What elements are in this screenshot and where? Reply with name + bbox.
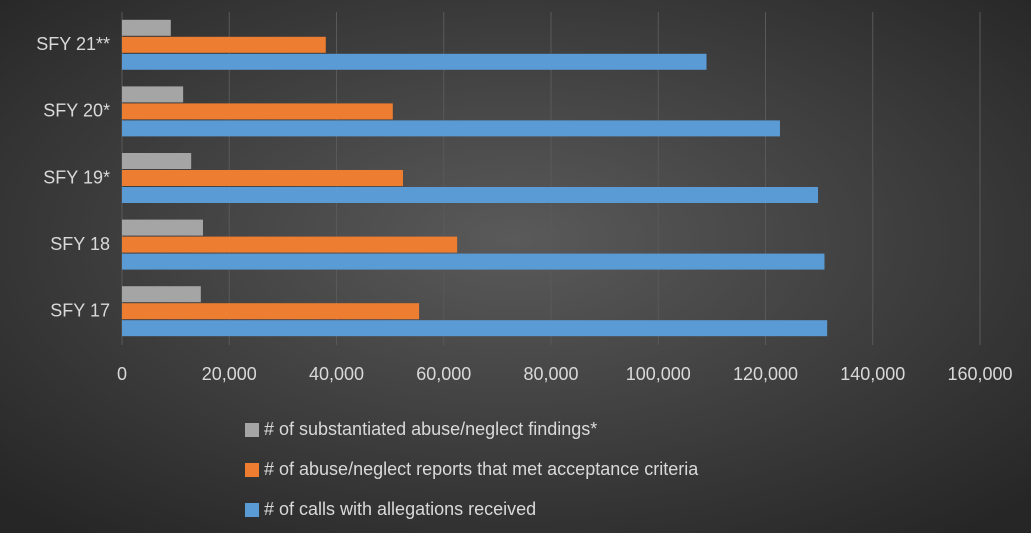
x-tick-label: 60,000 <box>416 364 471 384</box>
x-tick-label: 80,000 <box>523 364 578 384</box>
bar <box>122 286 201 303</box>
y-tick-label: SFY 21** <box>36 34 110 54</box>
bar <box>122 219 203 236</box>
bar <box>122 170 403 186</box>
y-tick-label: SFY 19* <box>43 167 110 187</box>
y-tick-label: SFY 18 <box>50 234 110 254</box>
x-tick-label: 140,000 <box>840 364 905 384</box>
legend-label: # of abuse/neglect reports that met acce… <box>264 459 699 479</box>
bar <box>122 86 184 103</box>
y-tick-label: SFY 20* <box>43 101 110 121</box>
bar <box>122 53 707 70</box>
x-tick-label: 20,000 <box>202 364 257 384</box>
bar <box>122 153 192 169</box>
legend-swatch <box>245 463 259 477</box>
x-tick-label: 100,000 <box>626 364 691 384</box>
x-tick-label: 120,000 <box>733 364 798 384</box>
bar <box>122 120 780 137</box>
bar <box>122 187 819 203</box>
bar <box>122 103 393 120</box>
legend-label: # of substantiated abuse/neglect finding… <box>264 419 597 439</box>
legend-swatch <box>245 423 259 437</box>
x-tick-label: 40,000 <box>309 364 364 384</box>
bar <box>122 320 828 337</box>
y-tick-label: SFY 17 <box>50 300 110 320</box>
bar <box>122 236 458 253</box>
bar <box>122 303 420 320</box>
bar <box>122 19 171 36</box>
bar <box>122 253 825 270</box>
x-tick-label: 160,000 <box>947 364 1012 384</box>
bar <box>122 36 326 53</box>
legend-swatch <box>245 503 259 517</box>
x-tick-label: 0 <box>117 364 127 384</box>
legend-label: # of calls with allegations received <box>264 499 536 519</box>
